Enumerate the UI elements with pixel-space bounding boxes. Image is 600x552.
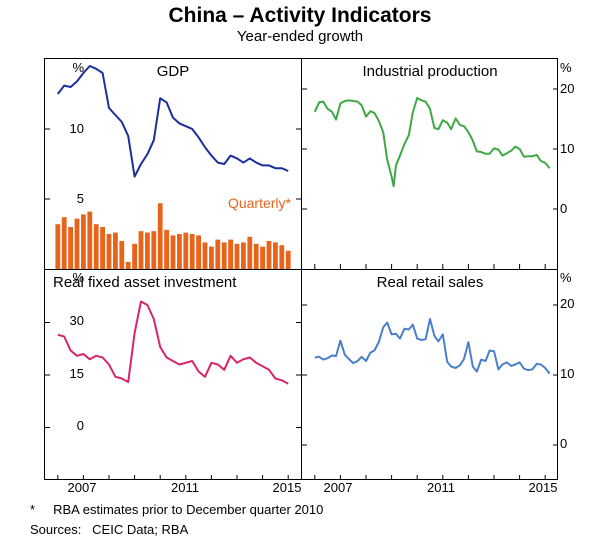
ytick: 0	[560, 201, 596, 216]
xtick: 2011	[427, 480, 455, 495]
ytick: 10	[560, 366, 596, 381]
sources-label: Sources:	[30, 522, 81, 537]
panel-label-ip: Industrial production	[302, 63, 558, 80]
panel-rrs: Real retail sales	[301, 269, 558, 480]
footnote-text: RBA estimates prior to December quarter …	[53, 502, 323, 517]
chart-subtitle: Year-ended growth	[0, 28, 600, 45]
sources: Sources: CEIC Data; RBA	[30, 522, 188, 537]
y-unit-right-top: %	[560, 60, 596, 75]
xtick: 2011	[171, 480, 199, 495]
xtick: 2015	[273, 480, 302, 495]
chart-title: China – Activity Indicators	[0, 4, 600, 28]
ytick: 20	[560, 81, 596, 96]
footnote: * RBA estimates prior to December quarte…	[30, 502, 323, 517]
panel-ip: Industrial production	[301, 59, 558, 269]
panel-label-gdp: GDP	[45, 63, 301, 80]
panel-label-rrs: Real retail sales	[302, 274, 558, 291]
xtick: 2007	[68, 480, 97, 495]
xtick: 2015	[529, 480, 558, 495]
ytick: 10	[560, 141, 596, 156]
panel-rfai: Real fixed asset investment	[45, 269, 301, 480]
sources-text: CEIC Data; RBA	[92, 522, 188, 537]
panel-label-rfai: Real fixed asset investment	[53, 274, 309, 291]
ytick: 0	[560, 436, 596, 451]
xtick: 2007	[324, 480, 353, 495]
plot-area: GDP Quarterly* Industrial production Rea…	[44, 58, 558, 480]
quarterly-label: Quarterly*	[228, 195, 291, 211]
footnote-marker: *	[30, 502, 35, 517]
ytick: 20	[560, 296, 596, 311]
panel-gdp: GDP Quarterly*	[45, 59, 301, 269]
y-unit-right-bottom: %	[560, 270, 596, 285]
